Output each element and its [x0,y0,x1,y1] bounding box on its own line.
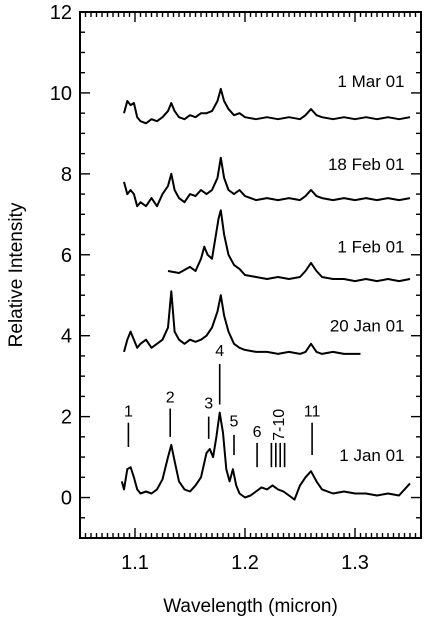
spectrum-line [167,209,411,283]
x-tick-label: 1.2 [231,552,259,574]
y-tick-label: 4 [61,326,72,348]
spectrum-date-label: 20 Jan 01 [330,317,405,336]
line-marker-label: 1 [124,404,133,421]
emission-line-markers: 1 2 3 4 56 7-10 11 [124,343,321,468]
spectrum-line [123,156,411,208]
y-tick-label: 12 [50,2,72,24]
line-marker-label: 4 [215,343,224,360]
x-axis-ticks: 1.1 1.2 1.3 [79,12,422,574]
spectra-series: 1 Mar 01 18 Feb 01 1 Feb 01 20 Jan 01 1 Jan … [120,72,411,501]
x-tick-label: 1.3 [341,552,369,574]
line-marker-label: 2 [166,389,175,406]
y-tick-label: 2 [61,407,72,429]
y-axis-title: Relative Intensity [6,202,27,347]
y-tick-label: 0 [61,488,72,510]
spectrum-date-label: 1 Mar 01 [337,72,404,91]
y-tick-label: 6 [61,245,72,267]
x-axis-title: Wavelength (micron) [163,596,338,617]
line-marker-label: 7-10 [271,409,288,441]
plot-frame [79,11,422,539]
y-tick-label: 10 [50,83,72,105]
spectrum-date-label: 18 Feb 01 [328,155,405,174]
line-marker-label: 11 [304,404,321,421]
spectrum-line [123,290,361,355]
y-tick-label: 8 [61,164,72,186]
spectrum-line [123,87,411,125]
spectrum-line [120,411,411,501]
spectrum-date-label: 1 Feb 01 [337,238,404,257]
spectrum-date-label: 1 Jan 01 [339,446,404,465]
line-marker-label: 3 [204,396,213,413]
x-tick-label: 1.1 [121,552,149,574]
line-marker-label: 6 [253,424,262,441]
line-marker-label: 5 [230,414,239,431]
